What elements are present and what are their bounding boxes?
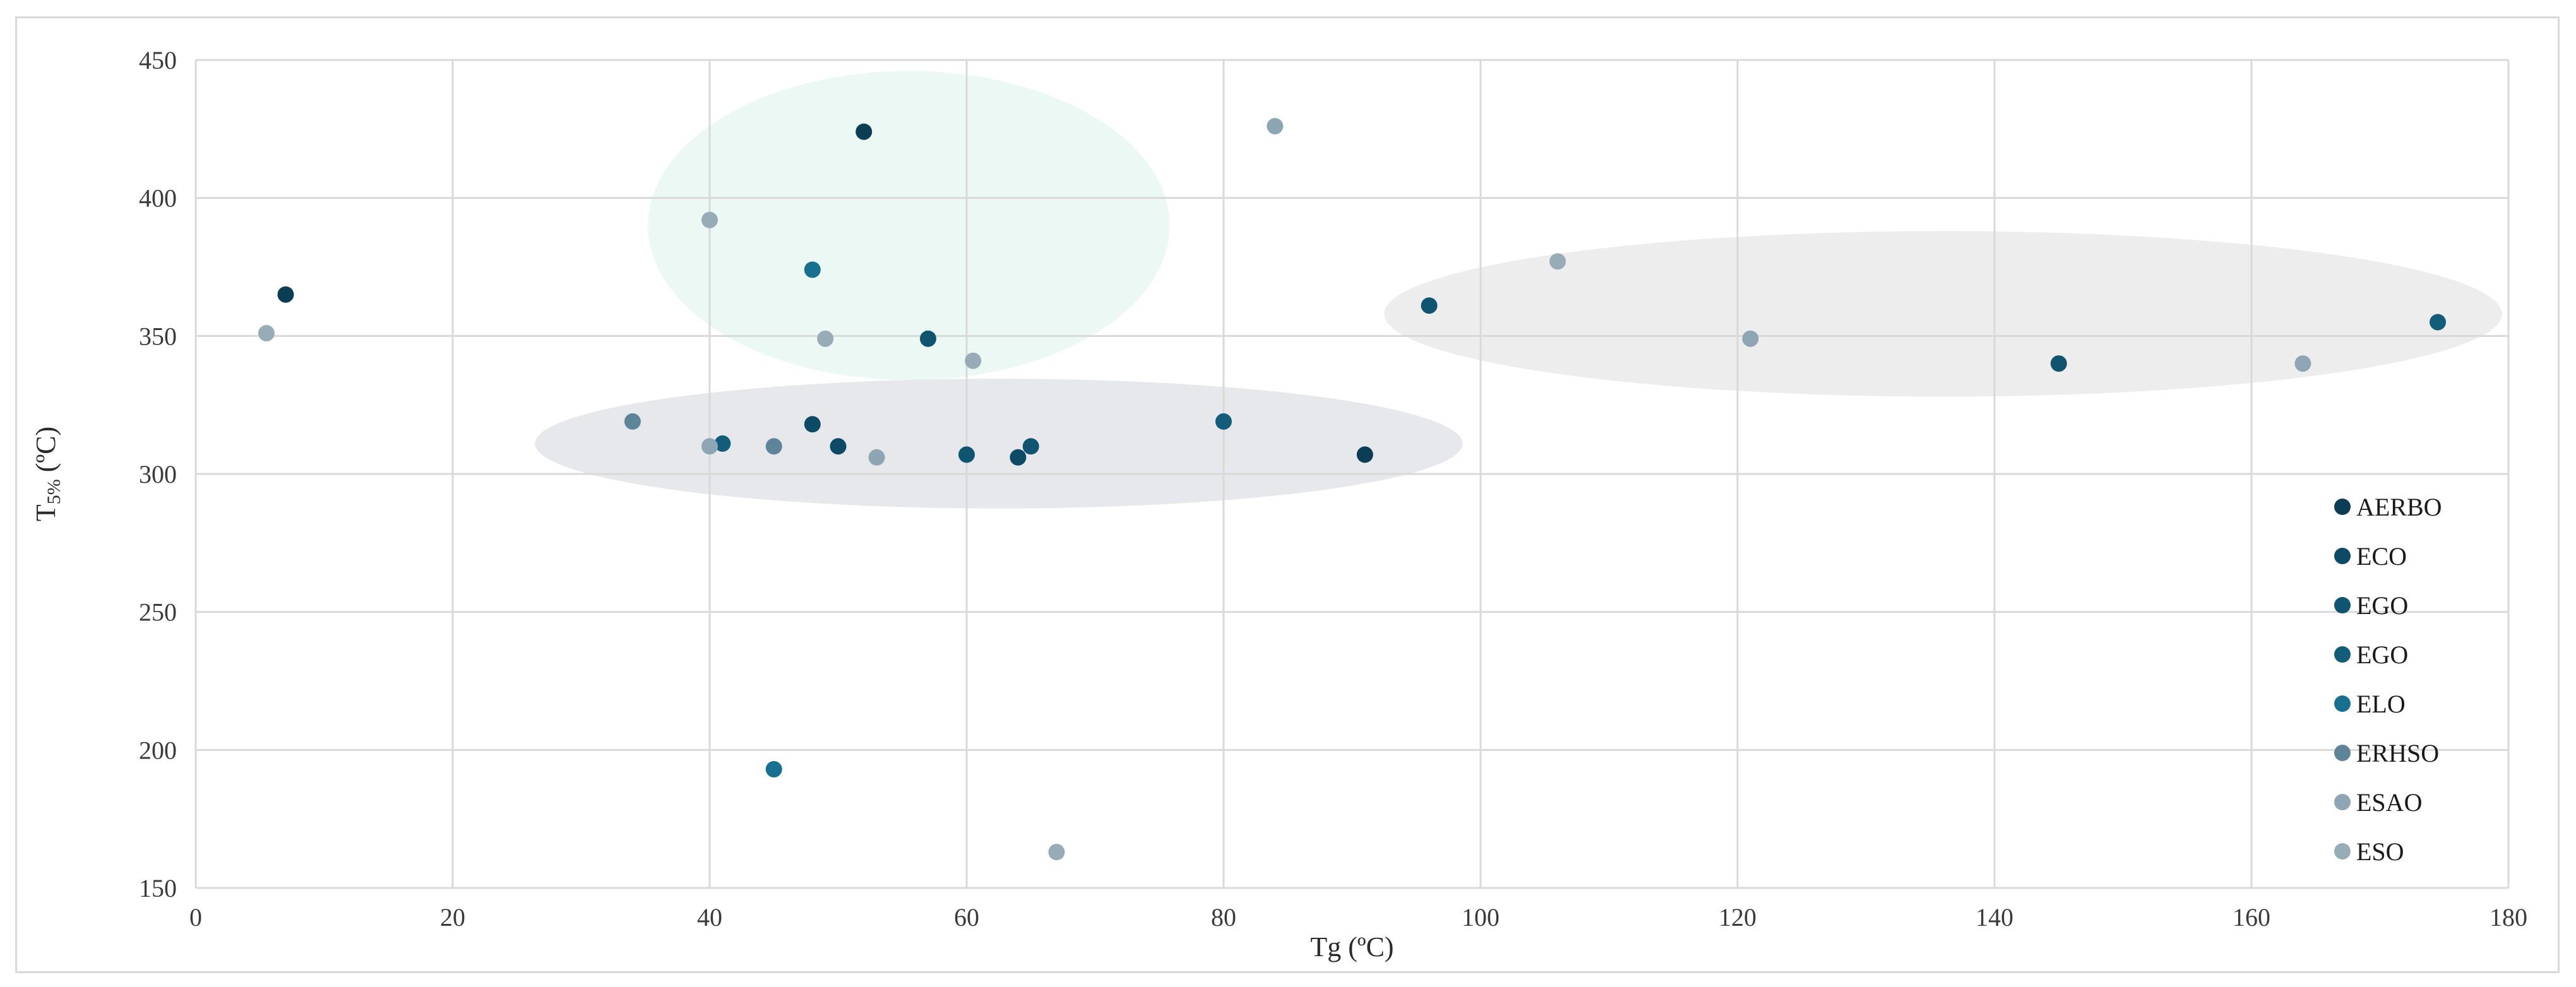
legend-label: AERBO <box>2356 493 2442 521</box>
data-point-aerbo-1 <box>277 286 294 303</box>
data-point-ego-4 <box>2430 314 2447 331</box>
y-tick-label: 300 <box>139 460 177 488</box>
x-tick-label: 180 <box>2490 903 2527 931</box>
data-point-eso-8 <box>817 330 834 347</box>
legend-label: EGO <box>2356 591 2408 620</box>
data-point-ego-4 <box>714 435 731 452</box>
highlight-region-3 <box>1384 231 2502 397</box>
data-point-esao-7 <box>1742 330 1759 347</box>
legend-label: ECO <box>2356 542 2407 570</box>
data-point-eso-8 <box>965 352 982 369</box>
legend-marker <box>2334 548 2351 564</box>
legend-marker <box>2334 843 2351 860</box>
x-tick-label: 80 <box>1211 903 1236 931</box>
x-tick-label: 60 <box>954 903 979 931</box>
highlight-region-1 <box>648 71 1170 381</box>
legend-label: ESAO <box>2356 788 2422 817</box>
x-tick-label: 120 <box>1719 903 1756 931</box>
highlight-region-2 <box>535 379 1463 509</box>
x-axis-title: Tg (ºC) <box>1310 931 1393 962</box>
data-point-esao-7 <box>701 438 718 455</box>
gridlines <box>194 59 2510 889</box>
y-tick-label: 250 <box>139 598 177 627</box>
data-point-eso-8 <box>701 211 718 228</box>
chart-frame: 0 20 40 60 80 100 120 140 160 180 150 200 250 300 350 4… <box>15 16 2560 973</box>
legend-marker <box>2334 597 2351 613</box>
data-point-ego-3 <box>2050 355 2067 372</box>
axis-ticks: 0 20 40 60 80 100 120 140 160 180 150 200 250 300 350 4… <box>139 46 2527 931</box>
data-points <box>258 117 2447 861</box>
y-tick-label: 450 <box>139 46 177 74</box>
legend-marker <box>2334 499 2351 515</box>
data-point-elo-5 <box>765 760 782 777</box>
data-point-eso-8 <box>1048 844 1065 861</box>
y-axis-title-unit: (ºC) <box>30 427 61 479</box>
data-point-eco-2 <box>1010 449 1027 466</box>
y-tick-label: 150 <box>139 874 177 902</box>
legend-marker <box>2334 794 2351 810</box>
data-point-elo-5 <box>804 261 821 278</box>
data-point-aerbo-1 <box>856 123 873 140</box>
data-point-ego-3 <box>1421 297 1438 314</box>
legend-label: ELO <box>2356 690 2406 718</box>
data-point-eco-2 <box>804 416 821 433</box>
x-tick-label: 40 <box>697 903 722 931</box>
y-tick-label: 400 <box>139 184 177 213</box>
data-point-aerbo-1 <box>1356 446 1373 463</box>
data-point-esao-7 <box>868 449 885 466</box>
legend-marker <box>2334 745 2351 761</box>
highlight-regions <box>535 71 2502 509</box>
data-point-eso-8 <box>1549 253 1566 270</box>
legend-marker <box>2334 646 2351 663</box>
y-tick-label: 200 <box>139 736 177 764</box>
data-point-esao-7 <box>1267 117 1284 134</box>
data-point-eso-8 <box>258 324 275 341</box>
y-axis-title-main: T <box>30 504 61 521</box>
x-tick-label: 160 <box>2233 903 2270 931</box>
legend-label: ESO <box>2356 837 2404 866</box>
legend-marker <box>2334 695 2351 712</box>
data-point-eco-2 <box>830 438 847 455</box>
legend-label: EGO <box>2356 641 2408 669</box>
legend: AERBO ECO EGO EGO ELO ERHSO ESAO ESO <box>2334 493 2442 866</box>
data-point-ego-3 <box>919 330 936 347</box>
x-tick-label: 140 <box>1976 903 2013 931</box>
y-axis-title-subscript: 5% <box>44 479 64 504</box>
x-tick-label: 20 <box>440 903 465 931</box>
data-point-erhso-6 <box>765 438 782 455</box>
y-tick-label: 350 <box>139 322 177 350</box>
y-axis-title: T5% (ºC) <box>30 427 64 521</box>
data-point-ego-4 <box>1215 413 1232 430</box>
x-tick-label: 100 <box>1462 903 1500 931</box>
data-point-ego-3 <box>958 446 975 463</box>
x-tick-label: 0 <box>189 903 202 931</box>
data-point-esao-7 <box>2294 355 2311 372</box>
data-point-erhso-6 <box>624 413 641 430</box>
data-point-ego-3 <box>1022 438 1039 455</box>
scatter-chart: 0 20 40 60 80 100 120 140 160 180 150 200 250 300 350 4… <box>30 46 2527 962</box>
legend-label: ERHSO <box>2356 739 2439 767</box>
